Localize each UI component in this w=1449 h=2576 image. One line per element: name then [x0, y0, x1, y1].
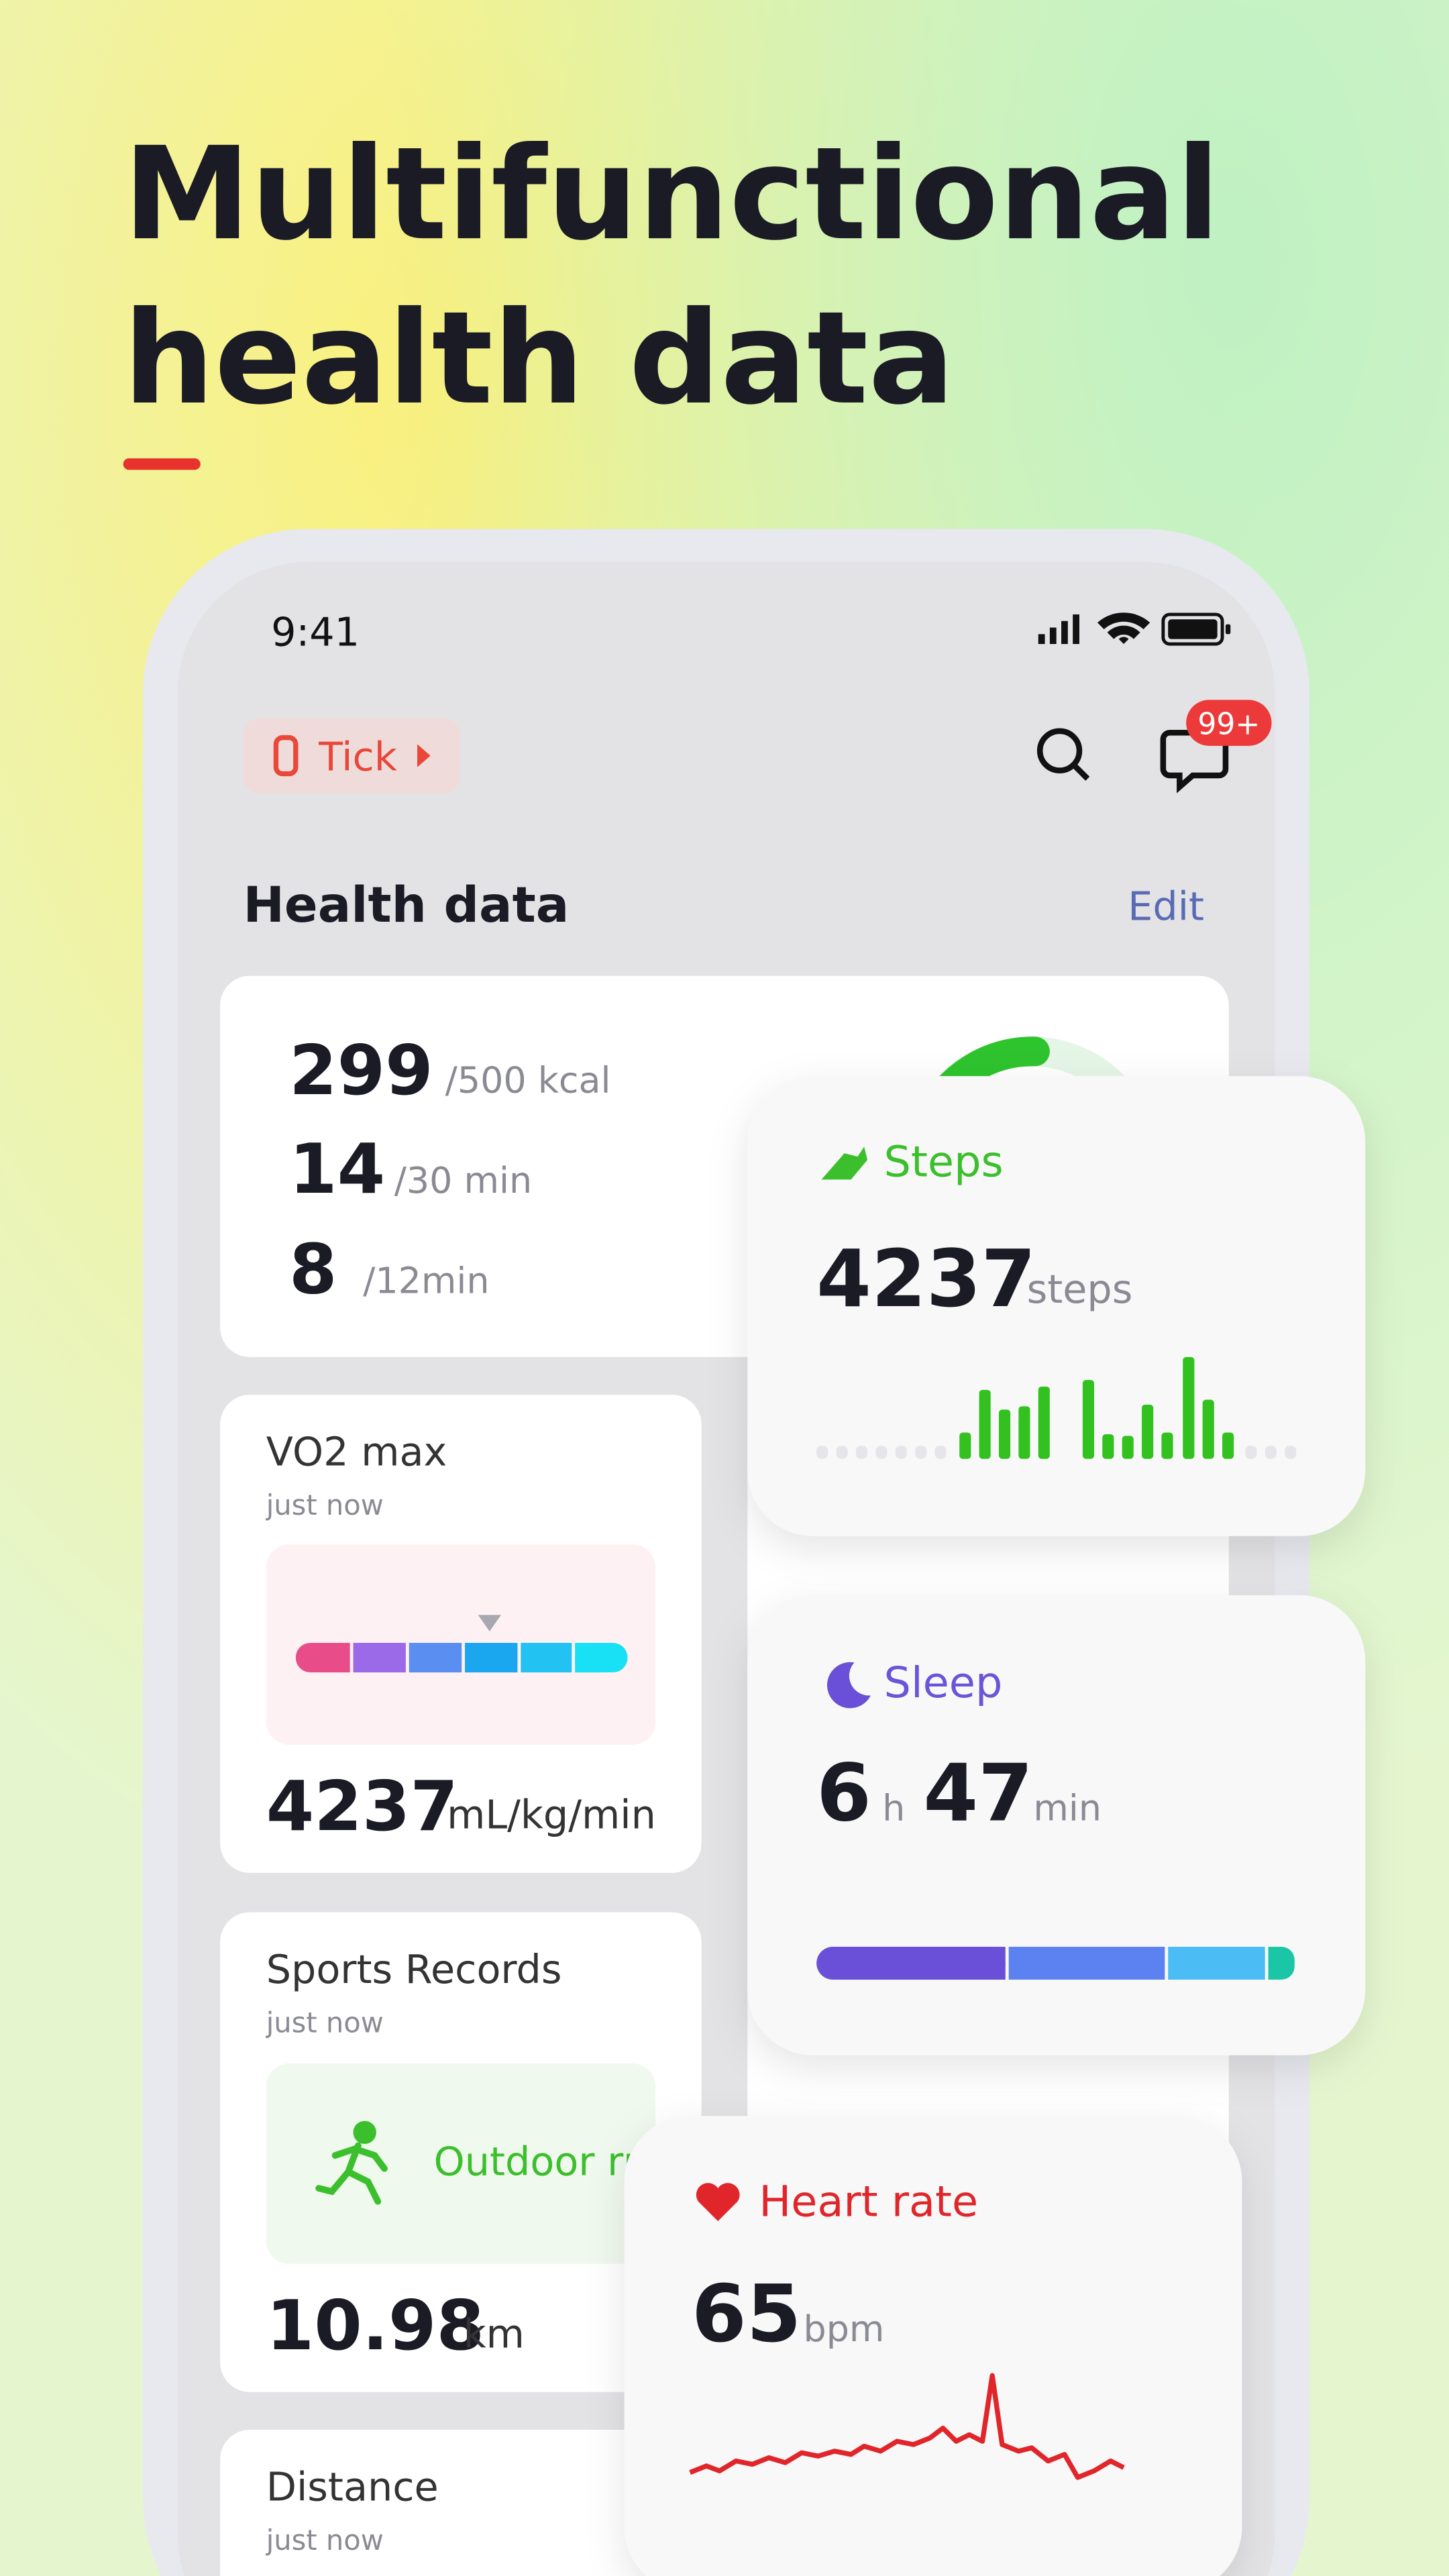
heart-unit: bpm: [804, 2308, 885, 2350]
card-title: VO2 max: [266, 1428, 447, 1474]
sleep-stages: [816, 1947, 1295, 1980]
card-title: Heart rate: [759, 2178, 978, 2227]
badge: [1186, 700, 1272, 746]
device-name[interactable]: Tick: [318, 734, 397, 780]
status-icons: [1038, 612, 1231, 646]
card-title: Sports Records: [266, 1946, 562, 1992]
steps-icon: [821, 1146, 868, 1180]
activity-goal: /500 kcal: [445, 1059, 611, 1102]
steps-value: 4237: [816, 1233, 1036, 1325]
steps-chart: [959, 1356, 1234, 1459]
sleep-card[interactable]: [747, 1595, 1366, 2055]
card-title: Distance: [266, 2463, 439, 2510]
card-title: Sleep: [884, 1658, 1003, 1708]
vo2-scale: [295, 1615, 628, 1673]
badge-count: 99+: [1197, 708, 1260, 742]
sleep-hours: 6: [816, 1747, 871, 1839]
activity-value: 14: [289, 1130, 385, 1210]
vo2-unit: mL/kg/min: [447, 1792, 656, 1838]
headline: health data: [123, 284, 955, 433]
card-time: just now: [266, 2524, 384, 2557]
sleep-hours-unit: h: [882, 1786, 905, 1829]
edit-link[interactable]: Edit: [1128, 883, 1204, 929]
heart-rate-line: [689, 2373, 1125, 2480]
distance-card[interactable]: [220, 2430, 702, 2576]
activity-goal: /30 min: [394, 1159, 532, 1201]
card-title: Steps: [884, 1137, 1004, 1187]
sports-value: 10.98: [266, 2286, 484, 2366]
watch-icon: [273, 735, 299, 777]
underline: [123, 458, 201, 470]
headline: Multifunctional: [123, 120, 1220, 269]
runner-icon: [315, 2121, 388, 2205]
search-icon[interactable]: [1036, 728, 1090, 781]
status-time: 9:41: [271, 608, 360, 655]
device-button[interactable]: [243, 718, 460, 794]
heart-icon: [696, 2183, 740, 2222]
vo2-value: 4237: [266, 1767, 458, 1847]
activity-value: 8: [289, 1230, 337, 1309]
sleep-icon: [826, 1662, 871, 1709]
section-title: Health data: [243, 877, 569, 934]
steps-unit: steps: [1027, 1266, 1133, 1312]
chevron: [417, 744, 431, 767]
sleep-minutes: 47: [923, 1747, 1033, 1839]
card-time: just now: [266, 1489, 384, 1521]
card-time: just now: [266, 2006, 384, 2039]
sports-panel: [266, 2063, 656, 2264]
sports-unit: km: [464, 2311, 525, 2357]
steps-chart-empty: [816, 1446, 1297, 1459]
sleep-minutes-unit: min: [1033, 1786, 1102, 1829]
activity-value: 299: [289, 1031, 433, 1111]
activity-goal: /12min: [363, 1259, 489, 1301]
heart-value: 65: [692, 2268, 802, 2360]
